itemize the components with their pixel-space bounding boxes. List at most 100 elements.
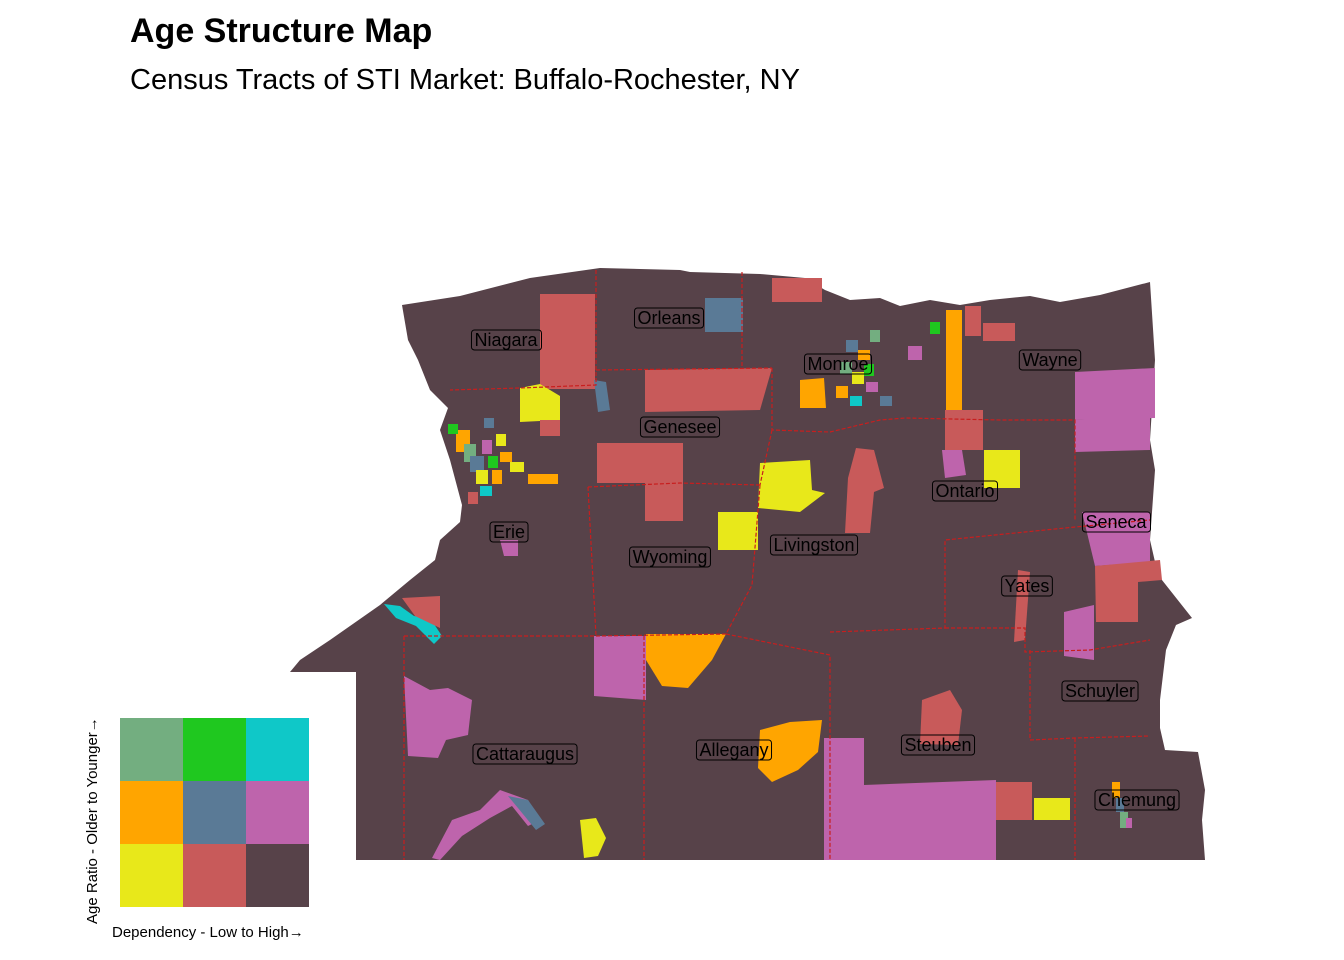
tract	[758, 460, 825, 512]
tract-cluster-buffalo	[448, 418, 524, 504]
county-label-box	[803, 353, 873, 375]
county-label-schuyler: Schuyler	[1061, 680, 1139, 702]
legend-cell	[183, 781, 246, 844]
legend-cell	[246, 781, 309, 844]
county-label-text: Wyoming	[633, 547, 708, 567]
county-label-text: Orleans	[637, 308, 700, 328]
legend-cell	[120, 781, 183, 844]
legend-cell	[120, 844, 183, 907]
tract	[1034, 798, 1070, 820]
tract	[824, 738, 996, 860]
county-label-text: Erie	[493, 522, 525, 542]
county-label-box	[769, 534, 859, 556]
tract	[845, 448, 884, 533]
tract	[946, 310, 962, 418]
tract	[1082, 512, 1150, 566]
tract	[404, 676, 472, 758]
tract	[646, 634, 726, 688]
legend-x-label: Dependency - Low to High→	[112, 924, 304, 941]
legend-cell	[246, 718, 309, 781]
county-label-box	[1081, 511, 1152, 533]
county-label-box	[639, 416, 721, 438]
county-label-text: Ontario	[935, 481, 994, 501]
county-label-text: Schuyler	[1065, 681, 1135, 701]
county-label-cattaraugus: Cattaraugus	[472, 743, 578, 765]
county-label-steuben: Steuben	[900, 734, 976, 756]
county-label-box	[633, 307, 705, 329]
tract	[594, 636, 646, 700]
county-label-box	[470, 329, 543, 351]
county-label-yates: Yates	[1001, 575, 1053, 597]
map-subtitle: Census Tracts of STI Market: Buffalo-Roc…	[130, 64, 800, 96]
county-label-text: Wayne	[1022, 350, 1077, 370]
county-label-box	[1001, 575, 1053, 597]
tract	[520, 384, 560, 422]
tract	[758, 720, 822, 782]
tract	[528, 474, 558, 484]
tract	[965, 306, 981, 336]
tract	[508, 796, 545, 830]
legend-cell	[183, 718, 246, 781]
county-label-text: Cattaraugus	[476, 744, 574, 764]
legend-cell	[246, 844, 309, 907]
county-label-wyoming: Wyoming	[629, 546, 711, 568]
tract	[384, 604, 442, 644]
county-label-box	[1094, 789, 1180, 811]
tract	[984, 450, 1020, 488]
tract	[920, 690, 962, 745]
county-label-erie: Erie	[489, 521, 529, 543]
county-label-allegany: Allegany	[695, 739, 773, 761]
tract-cluster-rochester	[836, 322, 940, 406]
tract	[645, 368, 772, 412]
county-label-text: Chemung	[1098, 790, 1176, 810]
tract	[1075, 416, 1150, 452]
tract	[500, 540, 518, 556]
county-label-text: Steuben	[904, 735, 971, 755]
county-label-wayne: Wayne	[1018, 349, 1082, 371]
county-label-box	[900, 734, 976, 756]
tract	[996, 782, 1032, 820]
tract	[540, 294, 595, 389]
tract	[945, 410, 983, 450]
county-label-text: Niagara	[474, 330, 538, 350]
county-label-text: Genesee	[643, 417, 716, 437]
county-label-text: Livingston	[773, 535, 854, 555]
tract	[705, 298, 743, 332]
tract	[772, 278, 822, 302]
tract	[597, 443, 683, 483]
county-label-orleans: Orleans	[633, 307, 705, 329]
tract	[1095, 560, 1162, 622]
county-label-box	[1018, 349, 1082, 371]
tract	[1064, 605, 1094, 660]
map-title: Age Structure Map	[130, 12, 433, 50]
tract	[580, 818, 606, 858]
county-label-box	[472, 743, 578, 765]
tract	[942, 450, 966, 478]
county-label-niagara: Niagara	[470, 329, 543, 351]
county-label-box	[931, 480, 999, 502]
county-label-box	[1061, 680, 1139, 702]
legend-cell	[183, 844, 246, 907]
county-label-box	[629, 546, 711, 568]
county-label-genesee: Genesee	[639, 416, 721, 438]
tract	[594, 380, 610, 412]
tract	[1075, 368, 1155, 420]
county-label-seneca: Seneca	[1081, 511, 1152, 533]
county-label-ontario: Ontario	[931, 480, 999, 502]
county-label-text: Yates	[1005, 576, 1050, 596]
tract	[800, 378, 826, 408]
legend-y-label: Age Ratio - Older to Younger→	[84, 717, 101, 924]
county-label-chemung: Chemung	[1094, 789, 1180, 811]
tract	[540, 420, 560, 436]
county-label-text: Monroe	[807, 354, 868, 374]
bivariate-legend	[120, 718, 309, 907]
county-label-text: Seneca	[1085, 512, 1147, 532]
tract	[1014, 570, 1030, 642]
county-label-monroe: Monroe	[803, 353, 873, 375]
county-label-box	[489, 521, 529, 543]
legend-cell	[120, 718, 183, 781]
tract	[718, 512, 758, 550]
county-label-livingston: Livingston	[769, 534, 859, 556]
tract	[402, 596, 440, 628]
